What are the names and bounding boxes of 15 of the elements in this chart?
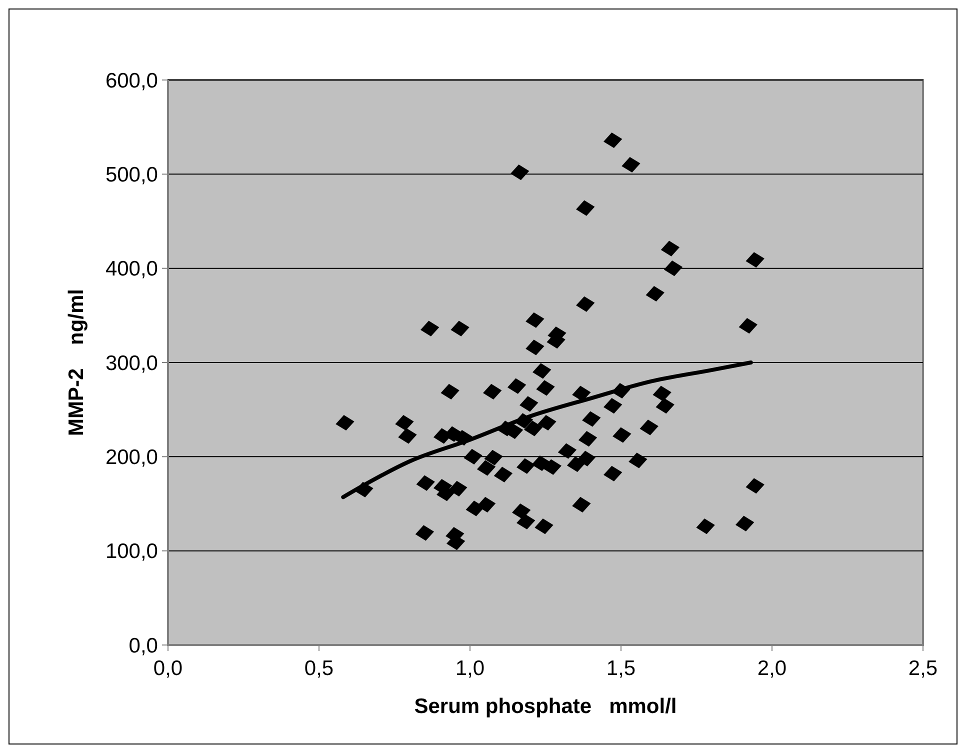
y-axis-title: MMP-2 ng/ml — [65, 289, 88, 436]
y-tick-label: 600,0 — [105, 69, 158, 92]
y-tick-label: 0,0 — [128, 634, 158, 658]
x-tick-label: 0,5 — [304, 657, 334, 680]
y-tick-label: 300,0 — [105, 352, 158, 375]
x-tick-label: 2,0 — [757, 657, 787, 680]
y-tick-label: 200,0 — [105, 446, 158, 470]
x-tick-label: 0,0 — [153, 657, 183, 680]
y-tick-label: 500,0 — [105, 164, 158, 187]
y-tick-label: 100,0 — [105, 540, 158, 564]
x-tick-label: 1,0 — [455, 657, 485, 680]
x-axis-title: Serum phosphate mmol/l — [414, 695, 677, 718]
x-tick-label: 1,5 — [606, 657, 636, 680]
x-tick-label: 2,5 — [908, 657, 938, 680]
y-tick-label: 400,0 — [105, 258, 158, 281]
